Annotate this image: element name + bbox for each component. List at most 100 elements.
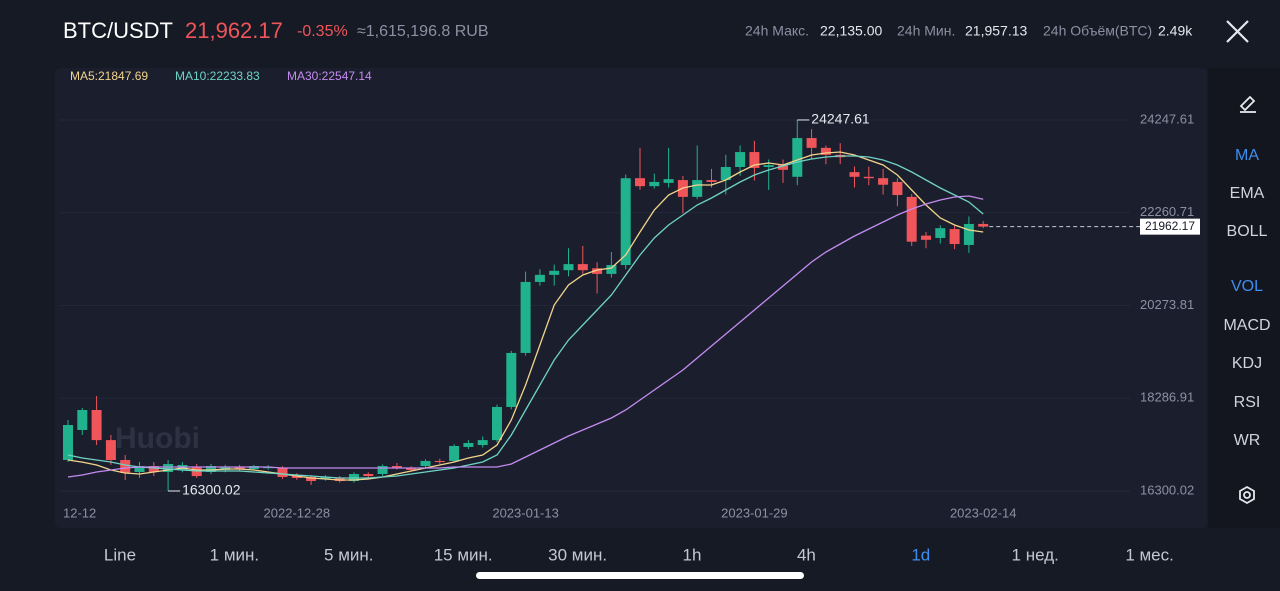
indicator-tab[interactable]: MACD	[1223, 317, 1270, 334]
candle-body	[63, 424, 73, 460]
candle-body	[878, 178, 889, 185]
candle-body	[749, 152, 760, 168]
candle-body	[234, 466, 245, 470]
interval-tab[interactable]: Line	[104, 545, 136, 564]
candle-body	[277, 467, 288, 477]
interval-tab[interactable]: 1 мес.	[1125, 545, 1174, 564]
indicator-tab[interactable]: MA	[1235, 147, 1259, 164]
candle-body	[763, 165, 774, 168]
interval-tab[interactable]: 30 мин.	[548, 545, 607, 564]
home-indicator	[476, 572, 804, 579]
candle-body	[148, 466, 159, 472]
indicator-tab[interactable]: KDJ	[1232, 355, 1262, 372]
candle-body	[91, 409, 102, 441]
min-label: 16300.02	[182, 482, 241, 498]
stat-value: 2.49k	[1158, 23, 1193, 39]
ma-line	[67, 155, 984, 479]
settings[interactable]	[1239, 485, 1255, 505]
candle-body	[892, 181, 903, 196]
stat-label: 24h Объём(BTC)	[1043, 23, 1152, 39]
candle-body	[206, 466, 216, 472]
interval-tab[interactable]: 4h	[797, 545, 816, 564]
close-button[interactable]	[1226, 20, 1249, 43]
indicator-tab[interactable]: WR	[1234, 432, 1261, 449]
interval-tab[interactable]: 1d	[911, 545, 930, 564]
candle-body	[935, 228, 946, 238]
x-tick-label: 2023-01-29	[721, 505, 788, 520]
candle-body	[849, 172, 860, 177]
y-tick-label: 18286.91	[1140, 390, 1194, 405]
y-tick-label: 24247.61	[1140, 111, 1194, 126]
y-tick-label: 22260.71	[1140, 204, 1194, 219]
price: 21,962.17	[185, 18, 283, 43]
draw-tool[interactable]	[1239, 95, 1256, 113]
interval-tab[interactable]: 1h	[683, 545, 702, 564]
watermark: Huobi	[115, 422, 200, 455]
candle-body	[391, 466, 402, 469]
indicator-tab[interactable]: RSI	[1234, 394, 1261, 411]
interval-tab[interactable]: 1 нед.	[1012, 545, 1059, 564]
candle-body	[577, 264, 588, 271]
indicator-tab[interactable]: VOL	[1231, 278, 1263, 295]
x-tick-label: 2023-02-14	[950, 505, 1017, 520]
candle-body	[806, 138, 817, 148]
candle-body	[477, 440, 488, 446]
candle-body	[434, 460, 445, 463]
candle-body	[120, 459, 131, 474]
candle-body	[720, 167, 731, 181]
pair: BTC/USDT	[63, 18, 173, 43]
candle-body	[534, 274, 545, 282]
candle-body	[77, 409, 88, 430]
x-tick-label: 12-12	[63, 505, 96, 520]
interval-tab[interactable]: 5 мин.	[324, 545, 373, 564]
candle-body	[735, 152, 746, 168]
change: -0.35%	[297, 23, 348, 40]
candle-body	[820, 147, 831, 155]
y-tick-label: 16300.02	[1140, 482, 1194, 497]
interval-tab[interactable]: 15 мин.	[434, 545, 493, 564]
indicator-tab[interactable]: BOLL	[1227, 223, 1268, 240]
stat-value: 21,957.13	[965, 23, 1027, 39]
candle-body	[921, 235, 931, 240]
candle-body	[663, 179, 674, 183]
candle-body	[606, 265, 617, 274]
stat-value: 22,135.00	[820, 23, 882, 39]
candle-body	[263, 467, 274, 469]
last-price-label: 21962.17	[1145, 219, 1195, 233]
candle-body	[978, 223, 989, 227]
ma-line	[67, 151, 984, 481]
x-tick-label: 2023-01-13	[492, 505, 559, 520]
candle-body	[949, 229, 960, 245]
candle-body	[906, 196, 917, 242]
candle-body	[420, 460, 431, 467]
candle-body	[792, 138, 803, 177]
candle-body	[863, 176, 874, 179]
candle-body	[592, 268, 603, 274]
stat-label: 24h Мин.	[897, 23, 955, 39]
candle-body	[706, 180, 717, 182]
candle-body	[449, 445, 460, 461]
candle-body	[134, 466, 145, 472]
legend-entry: MA10:22233.83	[175, 69, 260, 83]
candle-body	[963, 223, 974, 245]
candle-body	[492, 406, 502, 441]
max-label: 24247.61	[811, 111, 870, 127]
candle-body	[506, 352, 517, 407]
candle-body	[306, 476, 317, 482]
converted: ≈1,615,196.8 RUB	[357, 23, 489, 40]
candle-body	[692, 180, 703, 197]
candle-body	[635, 178, 645, 187]
y-tick-label: 20273.81	[1140, 297, 1194, 312]
interval-tab[interactable]: 1 мин.	[210, 545, 259, 564]
ma-line	[67, 195, 984, 478]
candle-body	[620, 178, 631, 266]
candle-body	[563, 264, 574, 271]
indicator-tab[interactable]: EMA	[1230, 185, 1265, 202]
candle-body	[406, 468, 417, 470]
last-price-box	[1140, 218, 1200, 235]
candle-body	[105, 440, 116, 460]
stat-label: 24h Макс.	[745, 23, 809, 39]
candle-body	[778, 165, 788, 170]
legend-entry: MA5:21847.69	[70, 69, 148, 83]
